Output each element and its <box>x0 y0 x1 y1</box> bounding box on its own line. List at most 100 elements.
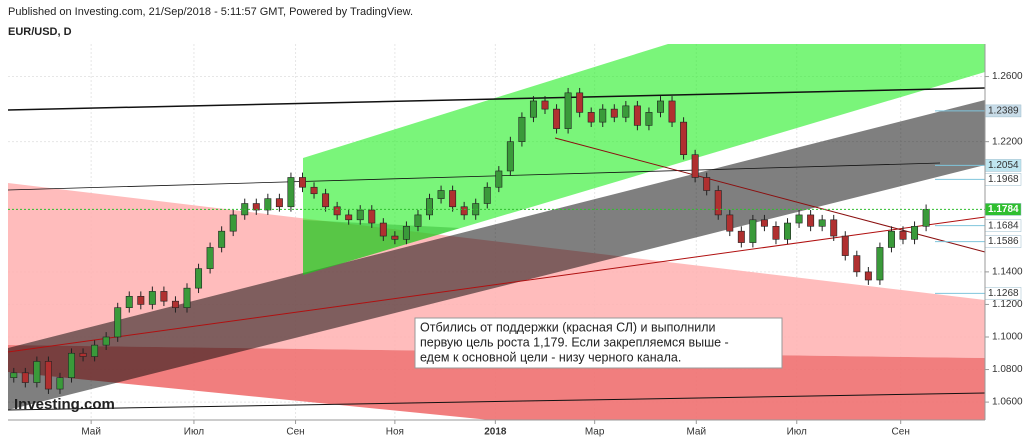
candle-body <box>784 222 791 240</box>
candle-body <box>33 361 41 383</box>
candle-body <box>599 108 607 123</box>
candle-body <box>275 198 283 208</box>
candle-body <box>483 186 491 204</box>
candles <box>10 87 930 394</box>
candle-body <box>379 222 387 237</box>
candle-body <box>56 377 64 390</box>
candle-body <box>887 230 895 248</box>
annotation-line: едем к основной цели - низу черного кана… <box>420 350 681 364</box>
annotation-line: первую цель роста 1,179. Если закрепляем… <box>420 335 729 349</box>
candle-body <box>460 206 468 216</box>
candle-body <box>633 105 641 126</box>
candle-body <box>703 177 711 191</box>
candle-body <box>864 271 872 281</box>
y-tick-label: 1.2200 <box>992 136 1023 147</box>
candle-body <box>922 209 930 227</box>
price-tag-label: 1.1968 <box>988 174 1019 185</box>
candle-body <box>125 295 133 308</box>
candle-body <box>529 100 537 118</box>
trend-line <box>7 392 986 411</box>
candle-body <box>148 291 156 305</box>
candle-body <box>449 190 457 208</box>
candle-body <box>21 372 29 383</box>
candle-body <box>252 203 260 211</box>
candle-body <box>356 209 364 221</box>
candle-body <box>911 226 919 240</box>
candle-body <box>391 235 399 240</box>
candle-body <box>645 112 653 126</box>
y-tick-label: 1.1000 <box>992 332 1023 343</box>
candle-body <box>495 170 503 188</box>
candle-body <box>114 307 122 338</box>
x-tick-label: Май <box>81 427 101 438</box>
candle-body <box>564 92 572 129</box>
candle-body <box>68 352 75 378</box>
y-tick-label: 1.0800 <box>992 364 1023 375</box>
candle-body <box>102 336 110 346</box>
trend-line <box>7 162 941 191</box>
candle-body <box>206 247 214 269</box>
candle-body <box>553 108 561 129</box>
x-tick-label: Сен <box>892 427 910 438</box>
candle-body <box>853 255 861 273</box>
candle-body <box>622 105 630 118</box>
annotation-line: Отбились от поддержки (красная СЛ) и вып… <box>420 320 716 334</box>
candle-body <box>368 209 376 224</box>
candle-body <box>322 193 330 208</box>
price-tag-label: 1.2054 <box>988 160 1019 171</box>
candle-body <box>576 92 584 113</box>
candle-body <box>691 154 699 178</box>
candle-body <box>807 214 815 227</box>
candle-body <box>79 352 87 357</box>
candle-body <box>44 361 52 390</box>
chart-title: EUR/USD, D <box>8 26 72 38</box>
x-tick-label: Июл <box>184 427 204 438</box>
candle-body <box>876 247 884 281</box>
logo: Investing.com <box>14 396 115 413</box>
candle-body <box>345 214 353 221</box>
candle-body <box>714 190 722 216</box>
candle-body <box>333 206 341 216</box>
candle-body <box>657 100 664 113</box>
candle-body <box>726 214 734 232</box>
candle-body <box>426 198 433 216</box>
price-tag-label: 1.1684 <box>988 220 1019 231</box>
support-line <box>7 216 986 353</box>
candle-body <box>518 116 526 142</box>
candle-body <box>899 230 907 240</box>
candle-body <box>183 287 191 308</box>
candle-body <box>287 177 295 208</box>
candle-body <box>414 214 422 227</box>
candle-body <box>668 100 676 123</box>
candle-body <box>841 235 849 256</box>
y-tick-label: 1.2600 <box>992 71 1023 82</box>
trend-line <box>7 87 986 111</box>
candle-body <box>171 300 179 308</box>
candle-body <box>737 230 745 243</box>
candle-body <box>506 141 514 172</box>
x-tick-label: Ноя <box>386 427 404 438</box>
x-tick-label: Сен <box>286 427 304 438</box>
green-channel <box>303 44 985 275</box>
price-tag-label: 1.1784 <box>988 204 1019 215</box>
candle-body <box>10 372 18 378</box>
green-triangle <box>303 220 460 275</box>
candle-body <box>587 112 595 123</box>
candle-body <box>91 344 99 357</box>
x-tick-label: Мар <box>585 427 605 438</box>
price-tag-label: 1.1268 <box>988 288 1019 299</box>
black-channel <box>8 100 985 410</box>
x-tick-label: Май <box>686 427 706 438</box>
candle-body <box>795 214 803 224</box>
candle-body <box>610 108 618 118</box>
y-tick-label: 1.1200 <box>992 299 1023 310</box>
candle-body <box>680 121 688 155</box>
candle-body <box>772 226 780 240</box>
candle-body <box>760 219 768 227</box>
y-tick-label: 1.1400 <box>992 267 1023 278</box>
candle-body <box>437 190 445 199</box>
candle-body <box>229 214 237 232</box>
annotation-box <box>414 317 783 369</box>
x-tick-label: Июл <box>787 427 807 438</box>
